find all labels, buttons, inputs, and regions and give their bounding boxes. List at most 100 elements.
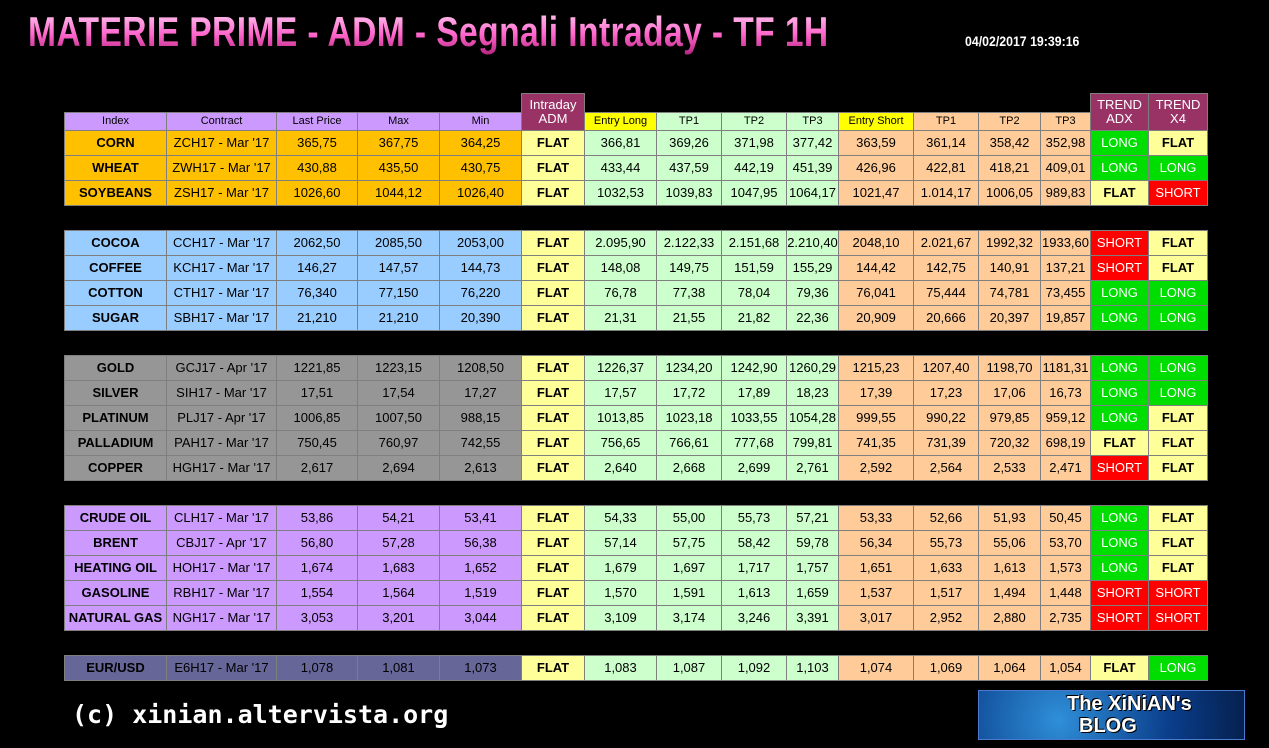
contract-cell: SIH17 - Mar '17: [166, 380, 277, 406]
trend-cell: FLAT: [1148, 505, 1208, 531]
value-cell: 1,674: [276, 555, 358, 581]
trend-cell: LONG: [1148, 280, 1208, 306]
trend-cell: SHORT: [1090, 255, 1149, 281]
contract-cell: ZCH17 - Mar '17: [166, 130, 277, 156]
value-cell: 1023,18: [656, 405, 722, 431]
value-cell: 57,75: [656, 530, 722, 556]
value-cell: 74,781: [978, 280, 1041, 306]
value-cell: 422,81: [913, 155, 979, 181]
value-cell: 1,554: [276, 580, 358, 606]
value-cell: 358,42: [978, 130, 1041, 156]
value-cell: 1221,85: [276, 355, 358, 381]
index-cell: COCOA: [64, 230, 167, 256]
contract-cell: HOH17 - Mar '17: [166, 555, 277, 581]
value-cell: 57,21: [786, 505, 839, 531]
value-cell: 55,06: [978, 530, 1041, 556]
index-cell: GOLD: [64, 355, 167, 381]
value-cell: 19,857: [1040, 305, 1091, 331]
signal-cell: FLAT: [521, 405, 585, 431]
column-header: Contract: [166, 112, 277, 131]
value-cell: 371,98: [721, 130, 787, 156]
contract-cell: SBH17 - Mar '17: [166, 305, 277, 331]
index-cell: GASOLINE: [64, 580, 167, 606]
value-cell: 17,57: [584, 380, 657, 406]
value-cell: 22,36: [786, 305, 839, 331]
value-cell: 369,26: [656, 130, 722, 156]
value-cell: 2,613: [439, 455, 522, 481]
index-cell: WHEAT: [64, 155, 167, 181]
signal-cell: FLAT: [521, 155, 585, 181]
column-header: Intraday ADM: [521, 93, 585, 131]
logo-line2: BLOG: [1079, 715, 1137, 737]
trend-cell: FLAT: [1090, 430, 1149, 456]
trend-cell: LONG: [1148, 655, 1208, 681]
value-cell: 3,246: [721, 605, 787, 631]
value-cell: 21,82: [721, 305, 787, 331]
index-cell: SOYBEANS: [64, 180, 167, 206]
value-cell: 1260,29: [786, 355, 839, 381]
value-cell: 1242,90: [721, 355, 787, 381]
value-cell: 144,42: [838, 255, 914, 281]
signal-cell: FLAT: [521, 530, 585, 556]
trend-cell: SHORT: [1148, 580, 1208, 606]
value-cell: 352,98: [1040, 130, 1091, 156]
trend-cell: LONG: [1090, 155, 1149, 181]
value-cell: 76,340: [276, 280, 358, 306]
signal-cell: FLAT: [521, 230, 585, 256]
value-cell: 979,85: [978, 405, 1041, 431]
value-cell: 377,42: [786, 130, 839, 156]
index-cell: EUR/USD: [64, 655, 167, 681]
value-cell: 1039,83: [656, 180, 722, 206]
value-cell: 2,617: [276, 455, 358, 481]
value-cell: 1013,85: [584, 405, 657, 431]
signal-cell: FLAT: [521, 580, 585, 606]
value-cell: 1021,47: [838, 180, 914, 206]
value-cell: 151,59: [721, 255, 787, 281]
index-cell: CORN: [64, 130, 167, 156]
contract-cell: HGH17 - Mar '17: [166, 455, 277, 481]
value-cell: 1044,12: [357, 180, 440, 206]
index-cell: COTTON: [64, 280, 167, 306]
value-cell: 3,053: [276, 605, 358, 631]
value-cell: 435,50: [357, 155, 440, 181]
value-cell: 1,537: [838, 580, 914, 606]
index-cell: PALLADIUM: [64, 430, 167, 456]
trend-cell: FLAT: [1090, 655, 1149, 681]
value-cell: 451,39: [786, 155, 839, 181]
value-cell: 53,86: [276, 505, 358, 531]
value-cell: 55,73: [913, 530, 979, 556]
trend-cell: LONG: [1148, 380, 1208, 406]
index-cell: BRENT: [64, 530, 167, 556]
value-cell: 53,70: [1040, 530, 1091, 556]
value-cell: 442,19: [721, 155, 787, 181]
value-cell: 155,29: [786, 255, 839, 281]
signal-cell: FLAT: [521, 605, 585, 631]
value-cell: 53,33: [838, 505, 914, 531]
timestamp: 04/02/2017 19:39:16: [965, 33, 1080, 49]
value-cell: 760,97: [357, 430, 440, 456]
value-cell: 2,533: [978, 455, 1041, 481]
value-cell: 418,21: [978, 155, 1041, 181]
value-cell: 2048,10: [838, 230, 914, 256]
value-cell: 1064,17: [786, 180, 839, 206]
trend-cell: FLAT: [1090, 180, 1149, 206]
value-cell: 17,54: [357, 380, 440, 406]
value-cell: 54,33: [584, 505, 657, 531]
trend-cell: LONG: [1090, 355, 1149, 381]
value-cell: 1,757: [786, 555, 839, 581]
trend-cell: LONG: [1148, 355, 1208, 381]
trend-cell: LONG: [1090, 405, 1149, 431]
value-cell: 2.021,67: [913, 230, 979, 256]
value-cell: 1226,37: [584, 355, 657, 381]
value-cell: 57,28: [357, 530, 440, 556]
value-cell: 1,652: [439, 555, 522, 581]
value-cell: 2,592: [838, 455, 914, 481]
value-cell: 1,717: [721, 555, 787, 581]
value-cell: 77,38: [656, 280, 722, 306]
value-cell: 365,75: [276, 130, 358, 156]
value-cell: 1,683: [357, 555, 440, 581]
value-cell: 1,613: [978, 555, 1041, 581]
value-cell: 437,59: [656, 155, 722, 181]
value-cell: 56,34: [838, 530, 914, 556]
value-cell: 149,75: [656, 255, 722, 281]
